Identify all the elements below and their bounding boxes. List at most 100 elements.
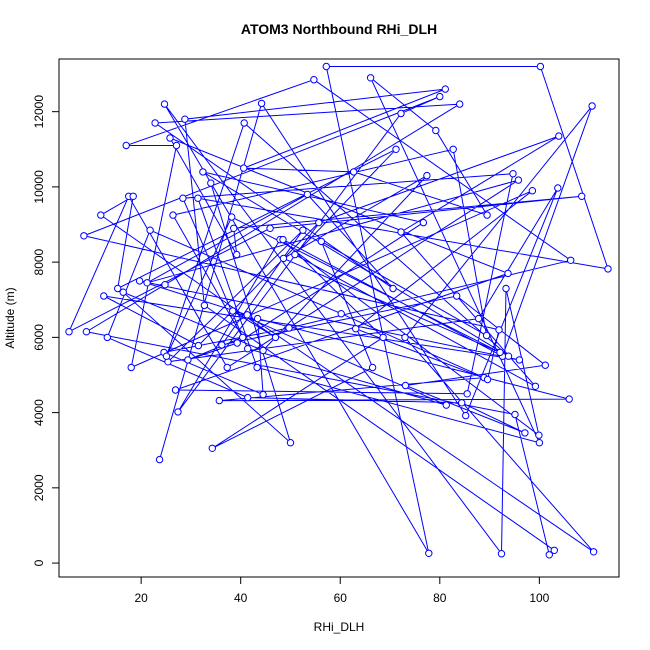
data-point bbox=[146, 226, 154, 234]
data-point bbox=[604, 265, 612, 273]
data-point bbox=[135, 277, 144, 285]
chart-title: ATOM3 Northbound RHi_DLH bbox=[241, 21, 437, 37]
data-point bbox=[441, 85, 449, 93]
data-point bbox=[215, 396, 224, 405]
data-point bbox=[352, 325, 360, 333]
data-point bbox=[143, 279, 151, 287]
data-point bbox=[259, 346, 267, 355]
data-point bbox=[401, 381, 410, 390]
data-point bbox=[436, 92, 444, 101]
data-point bbox=[122, 141, 130, 150]
data-point bbox=[253, 363, 261, 372]
plot-frame bbox=[58, 58, 620, 578]
data-point bbox=[463, 390, 471, 398]
data-point bbox=[535, 431, 543, 439]
data-point bbox=[179, 194, 187, 202]
data-point bbox=[65, 328, 73, 336]
data-point bbox=[368, 363, 377, 372]
data-point bbox=[279, 235, 287, 244]
data-point bbox=[285, 324, 293, 332]
data-point bbox=[208, 444, 217, 452]
data-point bbox=[303, 190, 312, 199]
data-point bbox=[397, 228, 405, 236]
data-point bbox=[240, 164, 248, 172]
data-point bbox=[271, 333, 280, 342]
data-point bbox=[291, 250, 299, 259]
data-point bbox=[162, 352, 171, 360]
data-point bbox=[483, 211, 491, 219]
data-point bbox=[155, 455, 164, 464]
data-point bbox=[230, 224, 238, 233]
data-point bbox=[194, 341, 203, 350]
series-line bbox=[67, 66, 609, 556]
data-point bbox=[366, 74, 375, 82]
x-axis: 20 40 60 80 100 bbox=[134, 577, 550, 605]
data-point bbox=[432, 126, 440, 135]
data-point bbox=[483, 375, 492, 384]
data-point bbox=[496, 348, 504, 357]
x-tick-label: 100 bbox=[529, 591, 549, 605]
data-point bbox=[482, 331, 491, 340]
data-point bbox=[257, 99, 266, 108]
data-point bbox=[449, 145, 457, 154]
data-point bbox=[151, 119, 159, 127]
data-point bbox=[233, 250, 241, 259]
x-tick-label: 40 bbox=[234, 591, 248, 605]
data-point bbox=[504, 352, 513, 360]
data-point bbox=[531, 382, 540, 390]
data-point bbox=[515, 356, 524, 364]
data-point bbox=[423, 171, 431, 180]
data-point bbox=[317, 237, 325, 246]
data-point bbox=[82, 328, 91, 336]
y-tick-label: 6000 bbox=[32, 324, 46, 351]
data-point bbox=[240, 119, 248, 127]
data-point bbox=[456, 100, 464, 108]
y-axis: 0 2000 4000 6000 8000 10000 12000 bbox=[32, 95, 59, 566]
data-point bbox=[299, 226, 307, 234]
y-tick-label: 4000 bbox=[32, 399, 46, 426]
data-point bbox=[199, 168, 207, 176]
data-point bbox=[161, 281, 169, 289]
data-point bbox=[223, 363, 231, 372]
data-point bbox=[160, 100, 169, 108]
data-point bbox=[350, 168, 358, 176]
data-point bbox=[100, 292, 108, 300]
data-point bbox=[497, 550, 506, 558]
data-point bbox=[462, 411, 470, 420]
data-point bbox=[550, 546, 558, 554]
data-point bbox=[172, 141, 181, 150]
data-point bbox=[565, 395, 573, 403]
data-point bbox=[244, 345, 252, 353]
data-point bbox=[129, 192, 137, 201]
data-point bbox=[458, 399, 466, 407]
data-point bbox=[389, 284, 397, 293]
data-point bbox=[194, 194, 202, 202]
data-point bbox=[200, 301, 209, 310]
data-point bbox=[535, 439, 544, 447]
data-point bbox=[166, 134, 174, 142]
data-point bbox=[266, 224, 274, 233]
data-point bbox=[555, 132, 563, 140]
data-point bbox=[511, 410, 519, 419]
y-tick-label: 0 bbox=[32, 559, 46, 566]
y-axis-title: Altitude (m) bbox=[3, 287, 17, 348]
data-point bbox=[419, 218, 428, 227]
data-point bbox=[453, 292, 461, 300]
data-point bbox=[588, 102, 596, 110]
data-point bbox=[229, 307, 237, 315]
data-point bbox=[401, 333, 409, 342]
data-point bbox=[474, 314, 483, 323]
data-point bbox=[502, 284, 510, 293]
data-point bbox=[174, 408, 182, 416]
data-point bbox=[495, 326, 503, 334]
y-tick-label: 2000 bbox=[32, 474, 46, 501]
y-tick-label: 8000 bbox=[32, 248, 46, 275]
data-point bbox=[521, 429, 529, 437]
data-point bbox=[554, 184, 562, 192]
data-point bbox=[379, 333, 387, 342]
data-point bbox=[239, 333, 247, 342]
y-tick-label: 12000 bbox=[32, 95, 46, 129]
data-point bbox=[567, 256, 575, 264]
